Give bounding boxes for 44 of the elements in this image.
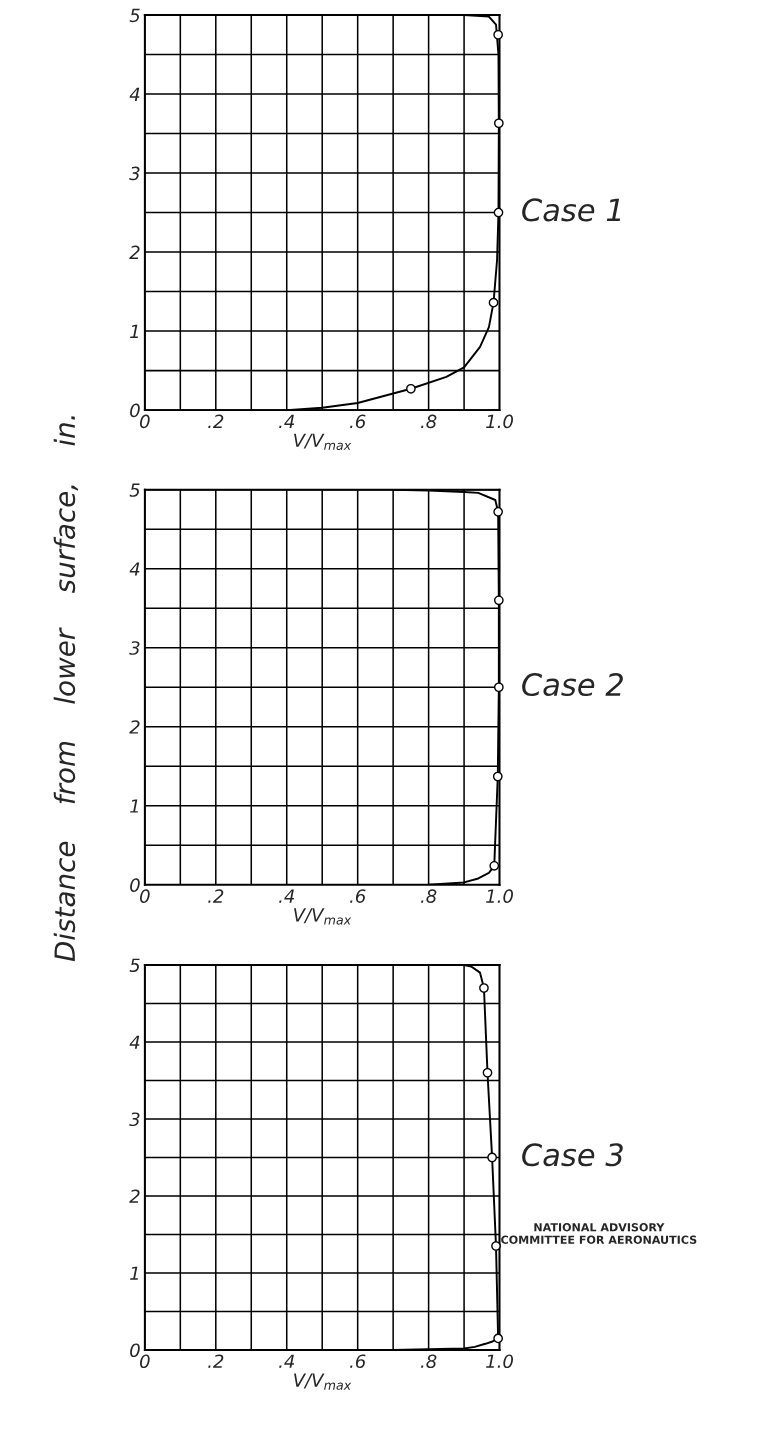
x-tick-label: 1.0 (486, 414, 513, 429)
y-tick-label: 0 (130, 1343, 140, 1358)
x-tick-label: .4 (279, 414, 295, 429)
y-tick-label: 0 (130, 403, 140, 418)
x-axis-title: V/V$_{max}$ (294, 908, 352, 925)
x-tick-label: 1.0 (486, 1354, 513, 1369)
y-tick-label: 5 (129, 483, 140, 497)
y-tick-label: 2 (129, 720, 140, 734)
x-tick-label: .8 (421, 414, 437, 429)
y-tick-label: 2 (129, 245, 140, 259)
y-tick-label: 3 (129, 641, 140, 655)
x-tick-label: .2 (208, 889, 224, 903)
x-tick-label: .4 (279, 889, 295, 903)
x-axis-title: V/V$_{max}$ (294, 1373, 352, 1390)
x-tick-label: .4 (279, 1354, 295, 1368)
x-tick-label: .2 (208, 1354, 224, 1368)
y-tick-label: 5 (129, 958, 140, 973)
y-axis-title: Distance from lower surface, in. (53, 416, 79, 962)
y-tick-label: 0 (130, 878, 140, 892)
text: NATIONAL ADVISORY COMMITTEE FOR AERONAUTICS (501, 1223, 697, 1244)
y-tick-label: 2 (129, 1189, 140, 1203)
x-tick-label: 0 (140, 889, 150, 903)
y-tick-label: 4 (129, 87, 140, 101)
x-tick-label: .6 (350, 414, 366, 429)
y-tick-label: 3 (129, 1112, 140, 1127)
y-tick-label: 1 (130, 324, 138, 338)
y-tick-label: 5 (129, 8, 140, 23)
x-tick-label: .8 (421, 889, 437, 903)
y-tick-label: 4 (129, 1035, 140, 1049)
x-tick-label: .6 (350, 889, 366, 903)
x-tick-label: 0 (140, 1354, 150, 1369)
y-tick-label: 4 (129, 562, 140, 576)
y-tick-label: 1 (130, 1266, 138, 1280)
text: Case 3 (522, 1143, 623, 1167)
text: Case 1 (522, 198, 621, 222)
x-tick-label: 0 (140, 414, 150, 429)
x-tick-label: .6 (350, 1354, 366, 1369)
y-tick-label: 3 (129, 166, 140, 181)
text: Case 2 (522, 673, 623, 697)
x-tick-label: 1.0 (486, 889, 513, 903)
x-tick-label: .2 (208, 414, 224, 429)
x-tick-label: .8 (421, 1354, 437, 1369)
y-tick-label: 1 (130, 799, 138, 813)
x-axis-title: V/V$_{max}$ (294, 433, 352, 450)
